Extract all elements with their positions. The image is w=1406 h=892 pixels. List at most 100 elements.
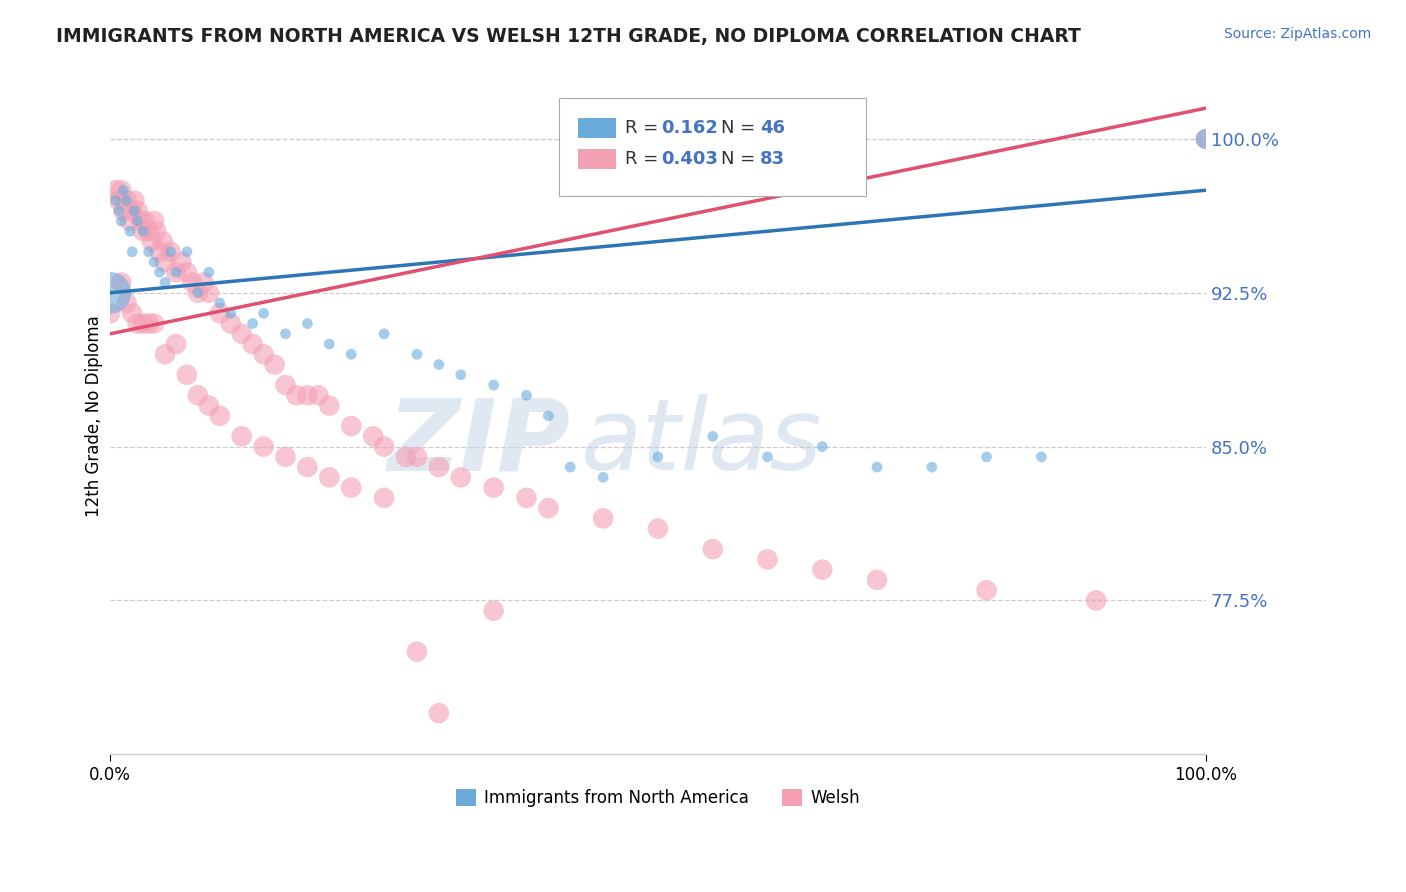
Point — [592, 511, 614, 525]
Point — [104, 183, 127, 197]
Point — [159, 244, 181, 259]
Point — [231, 326, 253, 341]
Text: IMMIGRANTS FROM NORTH AMERICA VS WELSH 12TH GRADE, NO DIPLOMA CORRELATION CHART: IMMIGRANTS FROM NORTH AMERICA VS WELSH 1… — [56, 27, 1081, 45]
Point — [219, 306, 242, 320]
Point — [121, 244, 143, 259]
Point — [427, 460, 450, 475]
Point — [141, 235, 163, 249]
Point — [165, 265, 187, 279]
Point — [427, 706, 450, 721]
Point — [1195, 132, 1218, 146]
Point — [373, 440, 395, 454]
Point — [138, 224, 160, 238]
Point — [274, 450, 297, 464]
Point — [98, 285, 121, 300]
Point — [427, 358, 450, 372]
Point — [138, 244, 160, 259]
Point — [127, 214, 149, 228]
Point — [1085, 593, 1108, 607]
Point — [153, 276, 176, 290]
Point — [148, 244, 170, 259]
Point — [153, 255, 176, 269]
Point — [395, 450, 418, 464]
Point — [537, 409, 560, 423]
Point — [297, 388, 319, 402]
Point — [811, 440, 834, 454]
Bar — [578, 118, 616, 138]
FancyBboxPatch shape — [560, 98, 866, 196]
Point — [482, 481, 505, 495]
Point — [976, 450, 998, 464]
Point — [318, 399, 340, 413]
Point — [165, 337, 187, 351]
Point — [450, 470, 472, 484]
Point — [297, 460, 319, 475]
Text: 83: 83 — [759, 150, 785, 168]
Point — [148, 265, 170, 279]
Point — [165, 265, 187, 279]
Point — [866, 460, 889, 475]
Text: 46: 46 — [759, 120, 785, 137]
Point — [110, 214, 132, 228]
Text: R =: R = — [626, 120, 664, 137]
Point — [263, 358, 285, 372]
Point — [176, 244, 198, 259]
Point — [127, 317, 149, 331]
Point — [756, 450, 779, 464]
Point — [592, 470, 614, 484]
Point — [121, 306, 143, 320]
Text: 0.403: 0.403 — [661, 150, 718, 168]
Point — [866, 573, 889, 587]
Point — [118, 224, 141, 238]
Point — [406, 645, 429, 659]
Point — [340, 347, 363, 361]
Point — [143, 255, 166, 269]
Point — [153, 347, 176, 361]
Point — [193, 276, 215, 290]
Point — [115, 296, 138, 310]
Point — [110, 183, 132, 197]
Point — [406, 450, 429, 464]
Point — [208, 306, 231, 320]
Text: 0.162: 0.162 — [661, 120, 718, 137]
Point — [159, 244, 181, 259]
Point — [274, 326, 297, 341]
Point — [976, 583, 998, 598]
Point — [450, 368, 472, 382]
Point — [406, 347, 429, 361]
Point — [242, 337, 264, 351]
Point — [138, 317, 160, 331]
Point — [132, 224, 155, 238]
Point — [129, 214, 152, 228]
Point — [124, 194, 146, 208]
Point — [108, 203, 131, 218]
Point — [98, 306, 121, 320]
Text: Source: ZipAtlas.com: Source: ZipAtlas.com — [1223, 27, 1371, 41]
Legend: Immigrants from North America, Welsh: Immigrants from North America, Welsh — [449, 782, 868, 814]
Point — [811, 563, 834, 577]
Point — [318, 470, 340, 484]
Point — [208, 296, 231, 310]
Text: R =: R = — [626, 150, 664, 168]
Point — [361, 429, 384, 443]
Point — [297, 317, 319, 331]
Point — [702, 542, 724, 557]
Point — [187, 285, 209, 300]
Point — [219, 317, 242, 331]
Point — [198, 285, 221, 300]
Point — [176, 265, 198, 279]
Point — [145, 224, 167, 238]
Point — [231, 429, 253, 443]
Point — [176, 368, 198, 382]
Point — [274, 378, 297, 392]
Point — [242, 317, 264, 331]
Point — [152, 235, 174, 249]
Point — [482, 604, 505, 618]
Text: ZIP: ZIP — [387, 394, 571, 491]
Point — [181, 276, 204, 290]
Bar — [578, 148, 616, 169]
Point — [115, 194, 138, 208]
Point — [110, 276, 132, 290]
Point — [121, 203, 143, 218]
Point — [112, 203, 135, 218]
